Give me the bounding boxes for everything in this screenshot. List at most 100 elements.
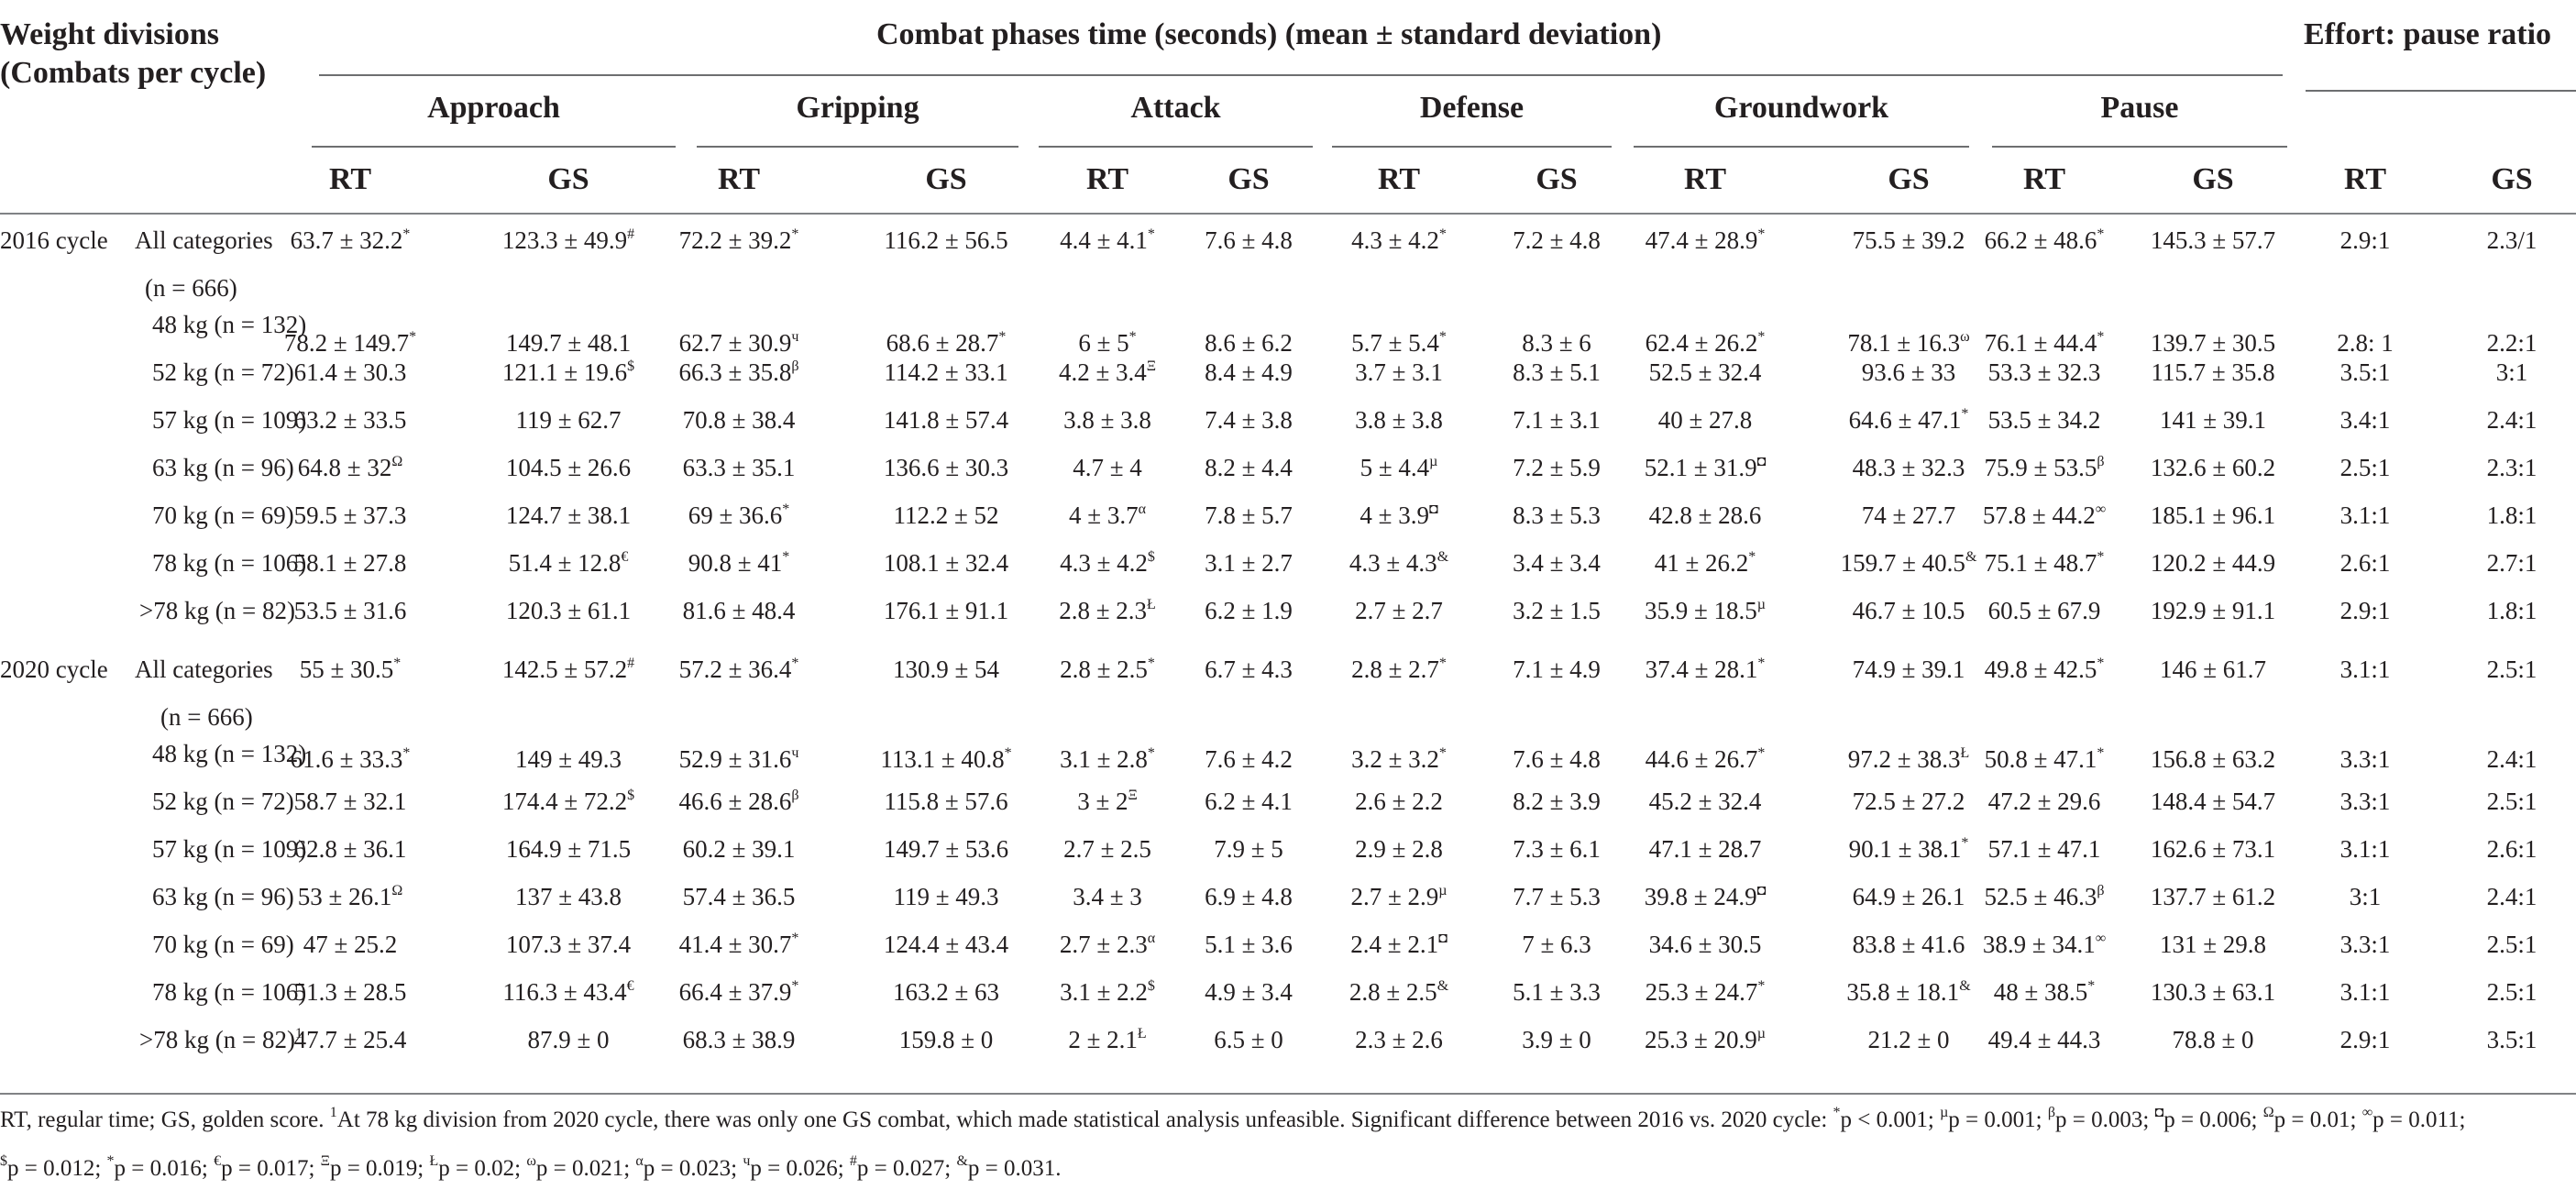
table-cell: 6 ± 5*	[1078, 329, 1137, 357]
table-cell: 47.4 ± 28.9*	[1645, 226, 1766, 254]
table-cell: 4 ± 3.9◘	[1360, 501, 1438, 529]
table-cell: 68.3 ± 38.9	[682, 1026, 796, 1053]
significance-mark: *	[1757, 329, 1766, 345]
category-label: 63 kg (n = 96)	[152, 883, 294, 910]
table-cell: 7.1 ± 3.1	[1513, 406, 1601, 434]
footnote-symbol: &	[956, 1153, 968, 1169]
gs-header: GS	[1888, 162, 1930, 196]
significance-mark: µ	[1438, 883, 1448, 898]
table-cell: 108.1 ± 32.4	[883, 549, 1009, 577]
table-cell: 159.7 ± 40.5&	[1840, 549, 1977, 577]
table-cell: 58.7 ± 32.1	[293, 788, 407, 815]
significance-mark: ∞	[2095, 501, 2107, 517]
table-cell: 3.7 ± 3.1	[1355, 358, 1443, 386]
table-cell: 131 ± 29.8	[2159, 931, 2267, 958]
table-cell: 8.3 ± 5.1	[1513, 358, 1601, 386]
category-label: 52 kg (n = 72)	[152, 788, 294, 815]
table-cell: 148.4 ± 54.7	[2150, 788, 2276, 815]
table-cell: 3.9 ± 0	[1522, 1026, 1591, 1053]
table-cell: 6.7 ± 4.3	[1205, 656, 1293, 683]
significance-mark: β	[791, 788, 799, 803]
table-cell: 8.6 ± 6.2	[1205, 329, 1293, 357]
significance-mark: *	[1757, 656, 1766, 671]
category-count: (n = 666)	[160, 703, 253, 731]
table-cell: 2.3/1	[2486, 226, 2537, 254]
significance-mark: Ł	[1960, 745, 1970, 761]
table-cell: 2.6:1	[2486, 835, 2537, 863]
table-cell: 119 ± 49.3	[893, 883, 999, 910]
footnote-symbol: µ	[1940, 1105, 1949, 1120]
table-cell: 3.8 ± 3.8	[1063, 406, 1151, 434]
significance-mark: $	[627, 358, 635, 374]
table-cell: 3.2 ± 3.2*	[1351, 745, 1447, 773]
significance-mark: *	[998, 329, 1007, 345]
significance-mark: µ	[1756, 1026, 1767, 1041]
table-cell: 132.6 ± 60.2	[2150, 454, 2276, 481]
table-cell: 48 ± 38.5*	[1993, 978, 2096, 1006]
table-cell: 64.8 ± 32Ω	[297, 454, 403, 481]
table-cell: 3.1:1	[2339, 978, 2391, 1006]
table-cell: 72.5 ± 27.2	[1852, 788, 1965, 815]
ratio-underline	[2306, 90, 2576, 92]
table-cell: 3.1:1	[2339, 835, 2391, 863]
table-cell: 2.5:1	[2486, 788, 2537, 815]
spanner-rule	[319, 74, 2283, 76]
significance-mark: *	[1961, 835, 1969, 851]
table-cell: 2.3 ± 2.6	[1355, 1026, 1443, 1053]
table-cell: 51.4 ± 12.8€	[508, 549, 629, 577]
significance-mark: ◘	[1428, 501, 1438, 517]
significance-mark: *	[1438, 745, 1447, 761]
table-cell: 2.2:1	[2486, 329, 2537, 357]
table-cell: 69 ± 36.6*	[688, 501, 790, 529]
table-cell: 112.2 ± 52	[893, 501, 999, 529]
table-cell: 119 ± 62.7	[515, 406, 622, 434]
table-cell: 4.7 ± 4	[1073, 454, 1142, 481]
table-cell: 149.7 ± 48.1	[505, 329, 632, 357]
significance-mark: ∞	[2095, 931, 2107, 946]
table-cell: 149 ± 49.3	[514, 745, 622, 773]
significance-mark: ω	[1960, 329, 1970, 345]
spanner-title: Combat phases time (seconds) (mean ± sta…	[876, 17, 1662, 51]
stub-header-line2: (Combats per cycle)	[0, 56, 267, 90]
table-cell: 2.7 ± 2.9µ	[1350, 883, 1448, 910]
table-cell: 78.1 ± 16.3ω	[1847, 329, 1970, 357]
table-cell: 162.6 ± 73.1	[2150, 835, 2276, 863]
table-cell: 52.5 ± 32.4	[1648, 358, 1762, 386]
table-cell: 34.6 ± 30.5	[1648, 931, 1762, 958]
table-cell: 60.2 ± 39.1	[682, 835, 796, 863]
table-cell: 3.3:1	[2339, 745, 2391, 773]
table-cell: 7 ± 6.3	[1522, 931, 1591, 958]
table-cell: 57.4 ± 36.5	[682, 883, 796, 910]
category-label: 48 kg (n = 132)	[152, 740, 307, 767]
table-cell: 2.7 ± 2.7	[1355, 597, 1443, 624]
category-label: All categories	[135, 226, 273, 254]
table-cell: 35.9 ± 18.5µ	[1644, 597, 1767, 624]
table-cell: 47.2 ± 29.6	[1987, 788, 2101, 815]
table-cell: 116.2 ± 56.5	[884, 226, 1008, 254]
table-cell: 137.7 ± 61.2	[2150, 883, 2276, 910]
rt-header: RT	[328, 162, 372, 196]
table-cell: 130.3 ± 63.1	[2150, 978, 2276, 1006]
significance-mark: *	[782, 549, 790, 565]
table-cell: 137 ± 43.8	[514, 883, 622, 910]
significance-mark: β	[791, 358, 799, 374]
table-cell: 104.5 ± 26.6	[505, 454, 632, 481]
category-label: 78 kg (n = 106)	[152, 978, 307, 1006]
table-cell: 52.1 ± 31.9◘	[1644, 454, 1767, 481]
table-cell: 59.5 ± 37.3	[293, 501, 407, 529]
significance-mark: Ξ	[1146, 358, 1157, 374]
ratio-title: Effort: pause ratio	[2304, 17, 2552, 51]
footnote-line1: RT, regular time; GS, golden score. 1At …	[0, 1105, 2466, 1133]
table-cell: 3.3:1	[2339, 788, 2391, 815]
rt-header: RT	[1085, 162, 1129, 196]
footnote-symbol: α	[635, 1153, 644, 1169]
table-cell: 51.3 ± 28.5	[293, 978, 407, 1006]
table-cell: 53.5 ± 31.6	[293, 597, 407, 624]
significance-mark: &	[1437, 549, 1449, 565]
table-cell: 4.2 ± 3.4Ξ	[1058, 358, 1157, 386]
footnote-symbol: Ł	[429, 1153, 439, 1169]
significance-mark: Ω	[391, 883, 403, 898]
footnote-symbol: Ξ	[320, 1153, 330, 1169]
footnote-symbol: #	[849, 1153, 857, 1169]
